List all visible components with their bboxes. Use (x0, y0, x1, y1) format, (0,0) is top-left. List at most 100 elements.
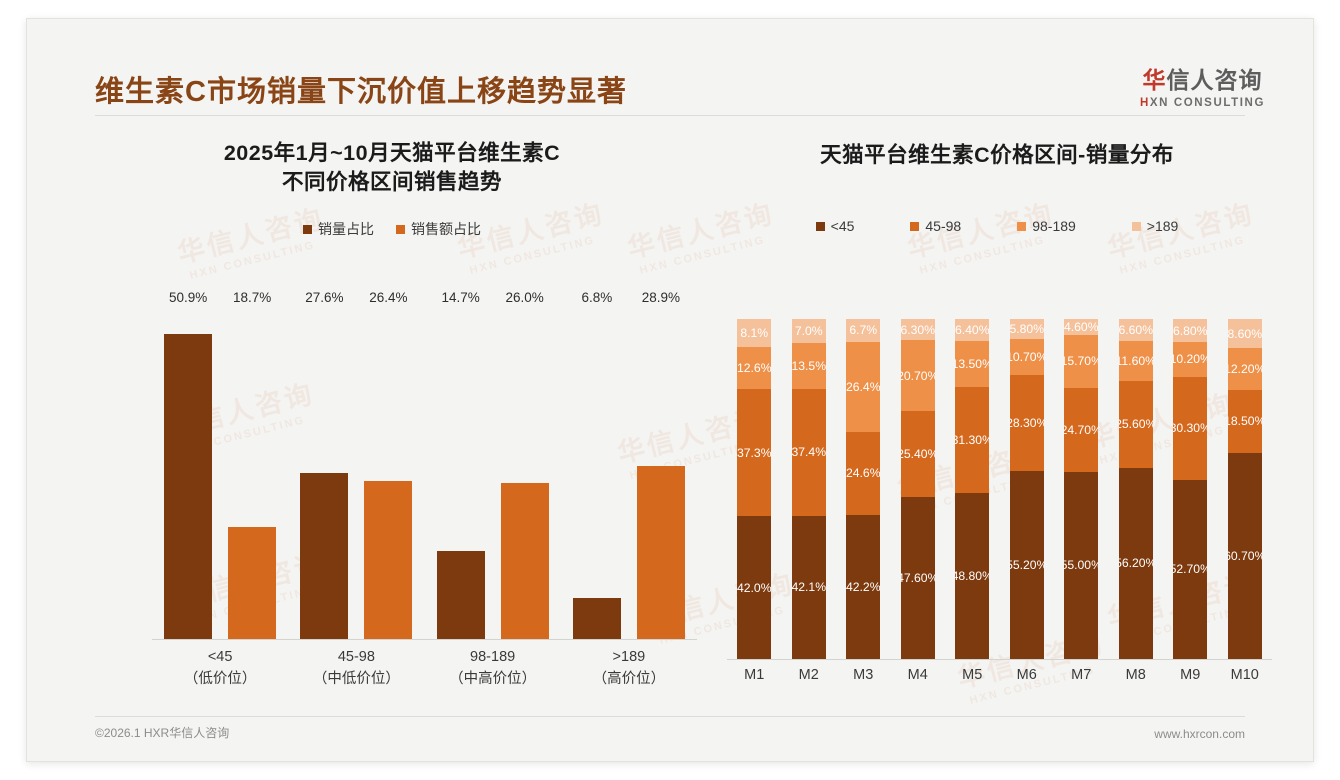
stacked-segment-label: 7.0% (794, 323, 823, 338)
bar-column[interactable]: 50.9% (164, 290, 213, 639)
stacked-segment: 42.0% (737, 516, 772, 659)
stacked-segment-label: 6.7% (849, 323, 878, 338)
bar-value-label: 26.0% (505, 290, 544, 305)
bar-column[interactable]: 14.7% (436, 290, 485, 639)
stacked-segment-label: 6.30% (900, 322, 935, 337)
logo-english-text: HXN CONSULTING (1140, 97, 1265, 109)
slide-canvas: 华信人咨询 HXN CONSULTING 华信人咨询 HXN CONSULTING 华信… (26, 18, 1314, 762)
stacked-segment-label: 6.80% (1173, 323, 1208, 338)
legend-label: >189 (1146, 218, 1179, 235)
stacked-segment: 13.50% (955, 340, 990, 387)
bar-column[interactable]: 26.4% (364, 290, 413, 639)
stacked-bar-column[interactable]: 6.30% 20.70% 25.40% 47.60% (900, 319, 935, 659)
stacked-segment-label: 42.2% (846, 579, 881, 594)
grouped-bar-chart: 50.9% 18.7% 27.6% 26.4% 14.7% 26.0% 6.8% 28.9% (152, 290, 697, 639)
stacked-segment: 8.60% (1227, 319, 1262, 349)
bar-value-label: 27.6% (305, 290, 344, 305)
right-chart-legend-item[interactable]: 98-189 (1017, 218, 1076, 234)
stacked-segment-label: 18.50% (1228, 414, 1262, 429)
stacked-bar-column[interactable]: 6.80% 10.20% 30.30% 52.70% (1173, 319, 1208, 659)
stacked-bar-column[interactable]: 4.60% 15.70% 24.70% 55.00% (1064, 319, 1099, 659)
x-axis-category-label: 98-189 （中高价位） (425, 647, 561, 691)
x-axis-month-label: M1 (744, 667, 765, 683)
left-chart-legend-item[interactable]: 销量占比 (303, 219, 374, 239)
stacked-bar-column[interactable]: 6.60% 11.60% 25.60% 56.20% (1118, 319, 1153, 659)
footer-divider (95, 716, 1245, 717)
stacked-segment: 10.20% (1173, 342, 1208, 377)
bar: 50.9% (164, 290, 213, 639)
legend-swatch-icon (815, 221, 825, 231)
stacked-segment: 37.3% (737, 389, 772, 517)
stacked-segment-label: 20.70% (901, 368, 935, 383)
legend-swatch-icon (1017, 221, 1027, 231)
stacked-segment-label: 24.70% (1064, 422, 1098, 437)
company-logo: 华信人咨询 HXN CONSULTING (1140, 61, 1265, 109)
right-chart-title: 天猫平台维生素C价格区间-销量分布 (707, 139, 1287, 170)
bar-column[interactable]: 26.0% (500, 290, 549, 639)
x-axis-category-label: <45 （低价位） (152, 647, 288, 691)
stacked-segment: 5.80% (1009, 319, 1044, 339)
logo-en-highlight: H (1139, 97, 1150, 109)
x-axis-category-sub: （中低价位） (312, 670, 400, 687)
bar: 14.7% (436, 290, 485, 639)
stacked-segment-label: 31.30% (955, 432, 989, 447)
legend-swatch-icon (910, 221, 920, 231)
stacked-segment-label: 25.60% (1119, 417, 1153, 432)
left-chart-title: 2025年1月~10月天猫平台维生素C 不同价格区间销售趋势 (87, 139, 697, 197)
bar-group: 50.9% 18.7% (152, 290, 288, 639)
stacked-segment: 55.00% (1064, 471, 1099, 659)
stacked-segment-label: 24.6% (846, 466, 881, 481)
stacked-segment-label: 25.40% (901, 446, 935, 461)
bar-column[interactable]: 6.8% (572, 290, 621, 639)
stacked-segment-label: 47.60% (901, 571, 935, 586)
right-chart-legend-item[interactable]: >189 (1131, 218, 1179, 235)
bar-column[interactable]: 18.7% (228, 290, 277, 639)
logo-chinese-text: 华信人咨询 (1140, 61, 1265, 95)
x-axis-month-label: M7 (1071, 667, 1092, 683)
stacked-segment-label: 48.80% (955, 569, 989, 583)
x-axis-category-label: 45-98 （中低价位） (288, 647, 424, 691)
stacked-segment: 52.70% (1173, 479, 1208, 659)
stacked-segment: 25.40% (900, 410, 935, 498)
stacked-segment: 18.50% (1227, 389, 1262, 453)
stacked-segment-label: 55.00% (1064, 558, 1098, 573)
bar: 18.7% (228, 290, 277, 639)
stacked-segment: 47.60% (900, 497, 935, 659)
stacked-bar-column[interactable]: 7.0% 13.5% 37.4% 42.1% (791, 319, 826, 659)
stacked-segment: 24.6% (846, 431, 881, 516)
stacked-segment-label: 13.50% (955, 356, 989, 371)
footer-website: www.hxrcon.com (1154, 727, 1245, 741)
bar-group: 6.8% 28.9% (561, 290, 697, 639)
stacked-bar-column[interactable]: 6.40% 13.50% 31.30% 48.80% (955, 319, 990, 659)
stacked-segment: 6.40% (955, 319, 990, 341)
stacked-bar-column[interactable]: 6.7% 26.4% 24.6% 42.2% (846, 319, 881, 659)
stacked-segment-label: 37.4% (791, 445, 826, 460)
left-chart-legend-item[interactable]: 销售额占比 (396, 219, 481, 239)
stacked-bar-column[interactable]: 8.1% 12.6% 37.3% 42.0% (737, 319, 772, 659)
stacked-segment-label: 5.80% (1009, 321, 1044, 336)
stacked-segment: 42.2% (846, 515, 881, 659)
stacked-segment-label: 52.70% (1173, 562, 1207, 577)
x-axis-category-sub: （中高价位） (449, 670, 537, 687)
stacked-segment-label: 42.0% (737, 580, 772, 595)
right-chart-legend-item[interactable]: 45-98 (910, 218, 961, 234)
stacked-bar-column[interactable]: 5.80% 10.70% 28.30% 55.20% (1009, 319, 1044, 659)
stacked-bar-column[interactable]: 8.60% 12.20% 18.50% 60.70% (1227, 319, 1262, 659)
bar-column[interactable]: 28.9% (636, 290, 685, 639)
stacked-segment-label: 60.70% (1228, 548, 1262, 563)
right-chart-title-text: 天猫平台维生素C价格区间-销量分布 (820, 143, 1174, 167)
stacked-segment: 6.60% (1118, 319, 1153, 342)
bar: 26.4% (364, 290, 413, 639)
x-axis-category-main: <45 (207, 649, 233, 665)
stacked-segment: 25.60% (1118, 380, 1153, 468)
bar: 6.8% (572, 290, 621, 639)
right-chart-legend-item[interactable]: <45 (815, 218, 854, 234)
slide-header: 维生素C市场销量下沉价值上移趋势显著 华信人咨询 HXN CONSULTING (27, 19, 1313, 116)
bar-column[interactable]: 27.6% (300, 290, 349, 639)
stacked-segment-label: 12.6% (737, 360, 772, 375)
stacked-segment: 11.60% (1118, 341, 1153, 381)
legend-swatch-icon (1131, 221, 1141, 231)
stacked-segment-label: 12.20% (1228, 361, 1262, 376)
bar: 27.6% (300, 290, 349, 639)
stacked-segment-label: 10.70% (1010, 349, 1044, 364)
